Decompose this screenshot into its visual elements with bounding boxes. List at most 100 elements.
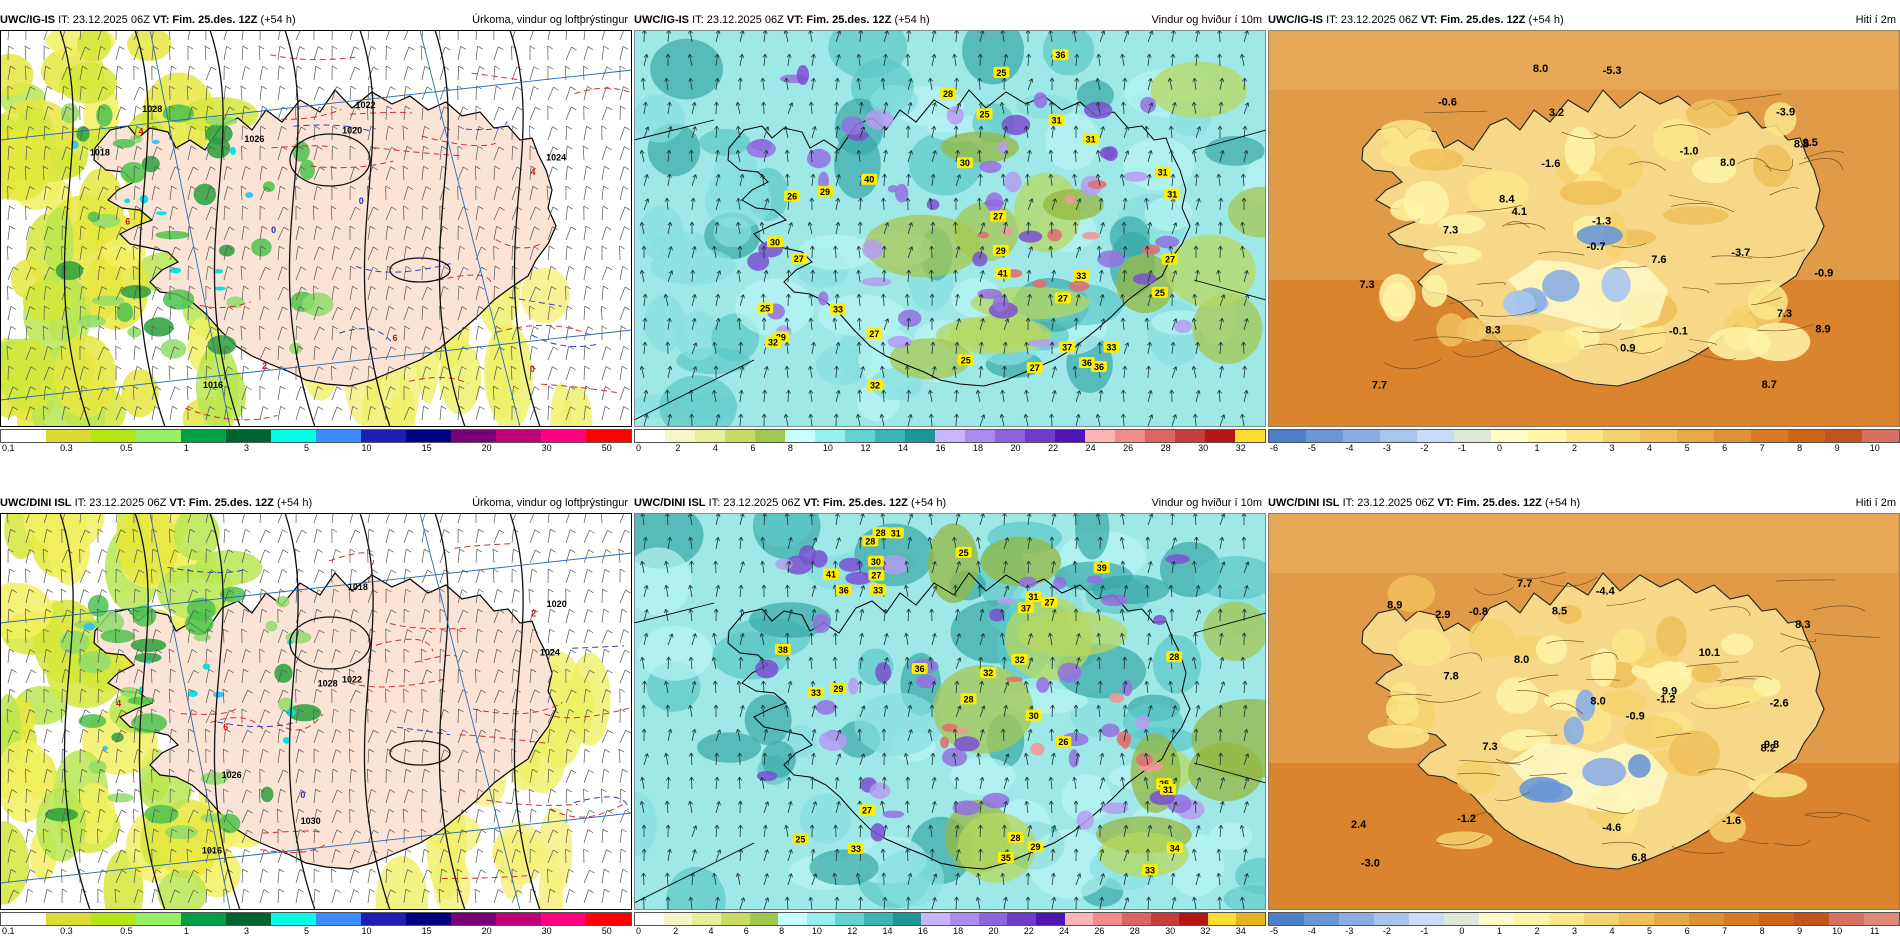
gust-label-bg xyxy=(1026,362,1043,374)
value-label: 7.8 xyxy=(1443,671,1458,683)
colorbar-label: 5 xyxy=(304,443,310,453)
gust-labels: 2531272927302533272831373127363632293226… xyxy=(757,49,1181,391)
colorbar-segment xyxy=(316,913,361,925)
precip-heavy xyxy=(71,139,254,291)
gust-label: 41 xyxy=(826,570,836,580)
graticule xyxy=(634,119,1266,421)
panel-header: UWC/IG-IS IT: 23.12.2025 06Z VT: Fim. 25… xyxy=(1268,12,1900,28)
gust-label-bg xyxy=(757,302,774,314)
glacier-cold xyxy=(1502,224,1631,317)
colorbar-segment xyxy=(91,913,136,925)
precip-moderate xyxy=(55,103,334,359)
gust-label: 30 xyxy=(1029,711,1039,721)
value-label: 7.3 xyxy=(1482,741,1497,753)
value-label: 1018 xyxy=(90,147,110,157)
colorbar-segment xyxy=(749,913,779,925)
value-label: -2.6 xyxy=(1770,698,1789,710)
value-label: 0 xyxy=(359,196,364,206)
colorbar-label: 10 xyxy=(361,926,372,936)
gust-label: 28 xyxy=(943,89,953,99)
gust-label: 31 xyxy=(1028,592,1038,602)
value-label: 8.9 xyxy=(1387,600,1402,612)
colorbar-segment xyxy=(1514,913,1549,925)
sea-band-north xyxy=(1268,30,1900,90)
gust-label: 25 xyxy=(979,109,989,119)
colorbar-label: 18 xyxy=(953,926,964,936)
value-label: 9.9 xyxy=(1662,686,1677,698)
graticule xyxy=(634,602,1266,904)
colorbar-segment xyxy=(586,430,631,442)
value-label: 2.4 xyxy=(1351,819,1367,831)
value-label: 8.2 xyxy=(1761,743,1776,755)
gust-label: 27 xyxy=(869,329,879,339)
wind-arrow-field xyxy=(639,513,1250,910)
panel-temp-dini: UWC/DINI ISL IT: 23.12.2025 06Z VT: Fim.… xyxy=(1268,495,1900,937)
value-label: 1026 xyxy=(222,770,242,780)
map-temperature[interactable]: 8.0 8.3 7.8 8.9 10.1 9.9 7.7 8.2 -2.6 8.0 -1.2 -1.2… xyxy=(1268,513,1900,910)
colorbar-label: 1 xyxy=(183,443,189,453)
colorbar-segment xyxy=(1150,913,1180,925)
gust-label: 25 xyxy=(760,304,770,314)
colorbar-segment xyxy=(921,913,951,925)
sea-band-north xyxy=(1268,513,1900,573)
wind-arrow-field xyxy=(639,30,1250,427)
colorbar-label: 11 xyxy=(1870,926,1880,936)
value-label: 7.3 xyxy=(1359,279,1374,291)
colorbar-label: -1 xyxy=(1420,926,1429,936)
colorbar-segment xyxy=(663,913,693,925)
colorbar-segment xyxy=(1304,913,1339,925)
colorbar-temperature: -5 -4 -3 -2 -1 0 1 2 3 4 5 6 7 8 9 10 11 xyxy=(1268,912,1900,937)
graticule xyxy=(0,513,632,910)
gust-label-bg xyxy=(1161,253,1178,265)
colorbar-segment xyxy=(1829,913,1864,925)
colorbar-label: 22 xyxy=(1023,926,1034,936)
map-precip[interactable]: 1020 1022 1024 1026 1016 1018 1028 6 6 4 2 0 4 0 0 xyxy=(0,30,632,427)
colorbar-label: 4 xyxy=(1647,443,1653,453)
gust-label-bg xyxy=(765,336,782,348)
colorbar-label: 26 xyxy=(1094,926,1105,936)
colorbar-segment xyxy=(226,430,271,442)
gust-label-bg xyxy=(1055,736,1072,748)
colorbar-segment xyxy=(1055,430,1085,442)
value-label: 4.1 xyxy=(1512,206,1527,218)
gust-label-bg xyxy=(861,173,878,185)
colorbar-segment xyxy=(1339,913,1374,925)
colorbar-segment xyxy=(181,913,226,925)
map-precip[interactable]: 1016 1018 1020 1022 1024 1026 1028 1030 6 4 2 0 xyxy=(0,513,632,910)
value-label: -3.9 xyxy=(1776,106,1795,118)
gust-label: 30 xyxy=(871,557,881,567)
colorbar-segment xyxy=(1115,430,1145,442)
value-label: -1.2 xyxy=(1457,813,1476,825)
value-label: 4 xyxy=(116,699,121,709)
colorbar-label: 14 xyxy=(882,926,893,936)
gust-label-bg xyxy=(1025,709,1042,721)
colorbar-segment xyxy=(806,913,836,925)
value-label: 1018 xyxy=(348,582,368,592)
map-wind[interactable]: 33 27 26 28 27 31 28 30 28 31 38 32 29 34 39 30 33 28 28 36… xyxy=(634,513,1266,910)
colorbar-label: 1 xyxy=(1534,443,1540,453)
map-temperature[interactable]: 7.6 9.5 7.3 8.7 7.7 8.0 8.9 8.0 -0.1 8.4 -1.3 -1.6 -… xyxy=(1268,30,1900,427)
value-label: 0.9 xyxy=(1620,343,1635,355)
colorbar-segment xyxy=(496,430,541,442)
value-label: 7.3 xyxy=(1443,225,1458,237)
value-label: 6 xyxy=(125,217,130,227)
gust-label: 33 xyxy=(1106,343,1116,353)
panel-precip-dini: UWC/DINI ISL IT: 23.12.2025 06Z VT: Fim.… xyxy=(0,495,632,937)
gust-label: 29 xyxy=(776,332,786,342)
gust-label: 28 xyxy=(963,694,973,704)
map-wind[interactable]: 25 31 27 29 27 30 25 33 27 28 31 37 31 27 36 36 32 29 32 26… xyxy=(634,30,1266,427)
colorbar-segment xyxy=(541,913,586,925)
colorbar-label: 0.5 xyxy=(120,926,133,936)
gust-label-bg xyxy=(866,328,883,340)
value-label: -1.6 xyxy=(1541,158,1560,170)
colorbar-wind: 0 2 4 6 8 10 12 14 16 18 20 22 24 26 28 30 32 xyxy=(634,429,1266,454)
gust-label-bg xyxy=(1154,166,1171,178)
gust-label-bg xyxy=(835,584,852,596)
colorbar-segment xyxy=(46,913,91,925)
colorbar-segment xyxy=(181,430,226,442)
colorbar-segment xyxy=(496,913,541,925)
colorbar-label: -2 xyxy=(1420,443,1429,453)
gust-label: 28 xyxy=(1011,833,1021,843)
colorbar-segment xyxy=(635,913,664,925)
gust-label-bg xyxy=(867,555,884,567)
